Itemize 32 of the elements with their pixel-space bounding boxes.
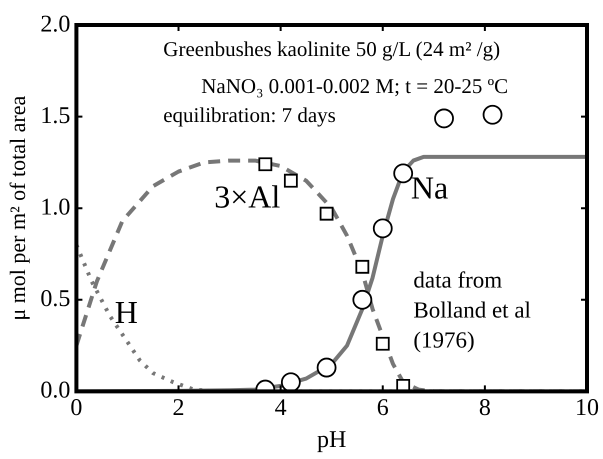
point	[280, 372, 301, 392]
y-tick-label: 0.5	[40, 286, 70, 312]
annotation: data from Bolland et al (1976)	[413, 268, 531, 353]
point	[355, 260, 370, 274]
x-tick-label: 0	[70, 395, 82, 422]
point	[258, 157, 272, 172]
annotation: equilibration: 7 days	[163, 103, 336, 128]
point	[434, 108, 454, 128]
x-axis-title: pH	[317, 426, 346, 453]
series-label: Na	[410, 169, 448, 206]
point	[316, 358, 336, 378]
point	[352, 290, 372, 310]
annotation: NaNO₃ 0.001-0.002 M; t = 20-25 ºC	[201, 74, 508, 98]
series-label: 3×Al	[214, 178, 280, 214]
annotation: Greenbushes kaolinite 50 g/L (24 m² /g)	[163, 37, 500, 62]
x-tick-label: 10	[575, 395, 599, 422]
x-tick-label: 2	[172, 395, 185, 422]
point	[372, 218, 393, 238]
x-tick-label: 4	[274, 395, 287, 422]
y-tick-label: 1.0	[40, 194, 70, 220]
y-axis-title: μ mol per m² of total area	[4, 96, 30, 321]
point	[284, 174, 298, 188]
point	[376, 336, 390, 351]
x-tick-label: 8	[478, 395, 491, 422]
point	[482, 104, 502, 125]
x-tick-label: 6	[376, 395, 389, 422]
y-tick-label: 2.0	[40, 11, 70, 38]
point	[393, 163, 414, 184]
point	[320, 206, 334, 221]
y-tick-label: 0.0	[40, 378, 70, 404]
series-label: H	[114, 294, 138, 330]
y-tick-label: 1.5	[40, 102, 70, 129]
